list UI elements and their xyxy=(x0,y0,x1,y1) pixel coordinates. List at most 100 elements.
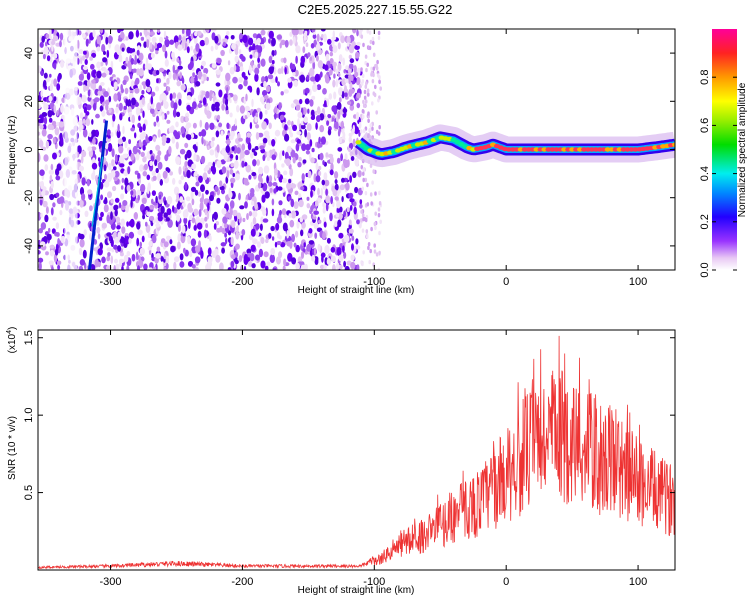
noise-speck xyxy=(183,247,186,254)
noise-speck xyxy=(306,196,310,201)
sparse-speck xyxy=(368,127,372,132)
snr-frame xyxy=(37,329,676,571)
noise-speck xyxy=(290,149,296,158)
noise-speck xyxy=(284,133,290,142)
noise-speck xyxy=(55,192,60,198)
noise-speck xyxy=(338,97,342,103)
noise-speck xyxy=(41,128,47,137)
noise-speck xyxy=(82,249,87,259)
noise-speck xyxy=(130,190,134,196)
noise-speck xyxy=(123,254,129,263)
noise-speck xyxy=(86,104,92,111)
noise-speck xyxy=(203,167,207,172)
noise-speck xyxy=(216,197,221,204)
noise-speck xyxy=(156,115,160,124)
noise-speck xyxy=(344,92,348,97)
noise-speck xyxy=(310,76,316,82)
noise-speck xyxy=(100,211,104,218)
noise-speck xyxy=(121,47,125,52)
noise-speck xyxy=(47,133,53,140)
noise-speck xyxy=(128,111,133,117)
noise-speck xyxy=(238,76,243,83)
noise-speck xyxy=(341,177,345,183)
noise-speck xyxy=(319,124,325,133)
noise-speck xyxy=(334,171,339,179)
noise-speck xyxy=(264,95,269,100)
noise-speck xyxy=(44,164,49,171)
noise-speck xyxy=(49,244,55,249)
noise-speck xyxy=(51,40,56,45)
noise-speck xyxy=(173,35,179,44)
noise-speck xyxy=(244,149,250,156)
noise-speck xyxy=(343,210,346,218)
noise-speck xyxy=(149,267,153,270)
noise-speck xyxy=(353,206,357,215)
noise-speck xyxy=(262,208,267,216)
noise-speck xyxy=(344,153,348,161)
noise-speck xyxy=(284,67,287,75)
noise-speck xyxy=(198,209,202,217)
noise-speck xyxy=(104,142,109,150)
sparse-speck xyxy=(362,103,366,108)
noise-speck xyxy=(344,79,349,83)
noise-speck xyxy=(190,132,195,139)
noise-speck xyxy=(130,58,135,65)
noise-speck xyxy=(330,162,334,172)
noise-speck xyxy=(161,113,165,121)
noise-speck xyxy=(179,72,183,79)
noise-speck xyxy=(249,54,253,59)
noise-speck xyxy=(141,90,145,95)
snr-x-tick-label: -300 xyxy=(100,576,122,588)
noise-speck xyxy=(255,132,260,140)
noise-speck xyxy=(172,72,177,81)
snr-y-tick-label: 0.5 xyxy=(23,485,35,500)
spectrogram-x-label: Height of straight line (km) xyxy=(298,285,415,296)
noise-speck xyxy=(205,91,210,99)
noise-speck xyxy=(87,79,91,88)
noise-speck xyxy=(42,200,48,208)
noise-speck xyxy=(326,120,330,126)
noise-speck xyxy=(356,102,361,109)
noise-speck xyxy=(297,111,303,119)
noise-speck xyxy=(112,113,116,122)
noise-speck xyxy=(45,140,50,149)
noise-speck xyxy=(178,34,182,41)
noise-speck xyxy=(349,104,355,111)
noise-speck xyxy=(156,246,161,252)
noise-speck xyxy=(106,129,111,136)
noise-speck xyxy=(261,121,267,130)
noise-speck xyxy=(276,34,282,40)
noise-speck xyxy=(176,192,180,202)
noise-speck xyxy=(259,96,265,103)
noise-speck xyxy=(241,143,246,151)
noise-speck xyxy=(275,76,278,83)
noise-speck xyxy=(142,110,145,118)
noise-speck xyxy=(354,157,360,167)
sparse-speck xyxy=(370,226,373,232)
noise-speck xyxy=(142,123,146,132)
noise-speck xyxy=(287,196,292,201)
noise-speck xyxy=(184,181,188,191)
noise-speck xyxy=(124,177,129,187)
noise-speck xyxy=(229,66,235,75)
noise-speck xyxy=(143,263,148,270)
noise-speck xyxy=(238,255,243,262)
noise-speck xyxy=(327,129,332,136)
noise-speck xyxy=(296,131,302,135)
noise-speck xyxy=(349,204,353,211)
noise-speck xyxy=(39,169,45,176)
noise-speck xyxy=(164,38,170,48)
noise-speck xyxy=(326,98,330,107)
sparse-speck xyxy=(364,60,368,66)
noise-speck xyxy=(155,50,159,55)
noise-speck xyxy=(266,151,270,157)
noise-speck xyxy=(85,38,89,47)
noise-speck xyxy=(80,57,83,65)
noise-speck xyxy=(49,193,55,201)
noise-speck xyxy=(295,55,298,64)
noise-speck xyxy=(304,30,308,36)
noise-speck xyxy=(348,192,354,199)
sparse-speck xyxy=(372,52,376,57)
